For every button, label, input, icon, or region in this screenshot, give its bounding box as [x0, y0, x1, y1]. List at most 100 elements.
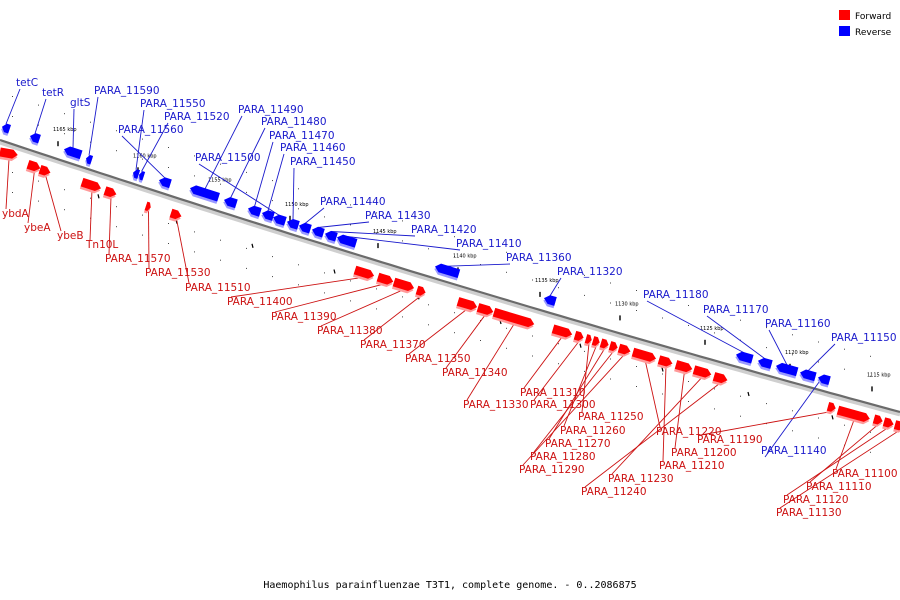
forward-gene: [674, 360, 693, 375]
guide-dot: [428, 228, 429, 230]
gene-body: [492, 307, 535, 328]
gene-body: [299, 222, 312, 234]
forward-gene-label: PARA_11380: [317, 325, 383, 337]
forward-gene-label: PARA_11280: [530, 451, 596, 463]
gene-body: [273, 214, 287, 226]
guide-dot: [506, 251, 507, 253]
leader-line: [644, 359, 661, 428]
leader-line: [674, 370, 685, 449]
guide-dot: [324, 292, 325, 294]
guide-dot: [610, 358, 611, 360]
legend-reverse-label: Reverse: [855, 28, 892, 38]
guide-dot: [64, 133, 65, 135]
reverse-gene-label: tetR: [42, 87, 64, 99]
reverse-gene: [324, 230, 338, 244]
reverse-gene: [757, 357, 773, 372]
guide-dot: [506, 347, 507, 349]
leader-line: [611, 375, 704, 475]
guide-dot: [402, 220, 403, 222]
gene-body: [392, 277, 415, 291]
guide-dot: [12, 96, 13, 97]
reverse-gene-label: PARA_11410: [456, 238, 522, 250]
reverse-gene: [138, 171, 146, 183]
forward-gene-label: PARA_11530: [145, 267, 211, 279]
leader-line: [254, 141, 274, 207]
legend: Forward Reverse: [839, 10, 892, 38]
guide-dot: [844, 424, 845, 426]
scale-tick: [251, 243, 254, 248]
leader-line: [581, 343, 590, 413]
gene-body: [86, 154, 94, 165]
scale-tick: [579, 343, 582, 348]
forward-gene-label: PARA_11260: [560, 425, 626, 437]
forward-gene-label: PARA_11220: [656, 426, 722, 438]
gene-body: [2, 123, 12, 134]
guide-dot: [532, 279, 533, 281]
guide-dot: [376, 288, 377, 290]
scale-tick-label: 1115 kbp: [867, 372, 891, 378]
gene-body: [608, 341, 618, 352]
guide-dot: [558, 267, 559, 269]
reverse-gene-label: PARA_11180: [643, 289, 709, 301]
guide-dot: [766, 347, 767, 349]
guide-dot: [376, 308, 377, 310]
forward-gene: [826, 401, 836, 415]
reverse-gene-label: PARA_11320: [557, 266, 623, 278]
reverse-gene: [775, 362, 799, 379]
guide-dot: [532, 355, 533, 357]
guide-dot: [116, 150, 117, 152]
gene-body: [584, 334, 592, 344]
genome-backbone: [0, 138, 900, 414]
guide-dot: [376, 232, 377, 234]
guide-dot: [818, 417, 819, 419]
guide-dot: [64, 113, 65, 115]
leader-line: [304, 207, 325, 224]
gene-body: [591, 336, 600, 346]
leader-line: [320, 288, 405, 327]
guide-dot: [792, 430, 793, 432]
gene-body: [376, 272, 394, 285]
reverse-gene: [311, 226, 325, 240]
guide-dot: [636, 310, 637, 311]
leader-line: [198, 163, 280, 216]
reverse-gene: [63, 146, 83, 162]
forward-gene: [455, 297, 478, 313]
forward-gene: [591, 336, 600, 349]
guide-dot: [636, 386, 637, 387]
forward-gene: [573, 330, 584, 344]
gene-body: [836, 405, 870, 422]
forward-gene: [79, 177, 102, 194]
gene-body: [38, 165, 51, 176]
forward-gene: [391, 277, 415, 294]
reverse-gene: [1, 123, 12, 136]
guide-dot: [584, 350, 585, 352]
gene-body: [631, 347, 657, 362]
reverse-gene: [434, 263, 461, 281]
leader-line: [135, 109, 145, 170]
backbone-shadow: [0, 140, 900, 417]
gene-features: [0, 123, 900, 433]
guide-dot: [12, 172, 13, 173]
guide-dot: [506, 271, 507, 273]
reverse-gene: [735, 351, 754, 366]
forward-gene: [608, 341, 618, 354]
reverse-gene: [543, 295, 557, 309]
gene-body: [144, 201, 151, 212]
guide-dot: [714, 332, 715, 334]
map-caption: Haemophilus parainfluenzae T3T1, complet…: [263, 580, 636, 591]
gene-body: [826, 401, 836, 412]
forward-gene: [414, 285, 426, 299]
leader-line: [523, 335, 564, 389]
guide-dot: [116, 226, 117, 228]
guide-dot: [194, 175, 195, 177]
guide-dot: [194, 231, 195, 233]
guide-dot: [688, 305, 689, 306]
guide-dot: [870, 451, 871, 453]
guide-dot: [402, 296, 403, 298]
reverse-gene: [29, 133, 41, 146]
reverse-gene-label: PARA_11440: [320, 196, 386, 208]
forward-gene-label: PARA_11100: [832, 468, 898, 480]
leader-line: [45, 174, 62, 232]
guide-dot: [376, 212, 377, 214]
forward-gene-label: ybeA: [24, 222, 51, 234]
